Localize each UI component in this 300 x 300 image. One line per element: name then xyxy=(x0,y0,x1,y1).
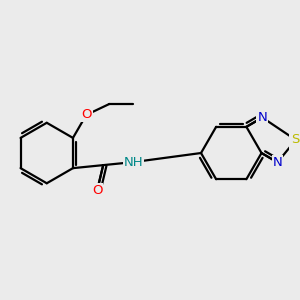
Text: N: N xyxy=(273,156,282,169)
Text: NH: NH xyxy=(124,156,143,169)
Text: O: O xyxy=(92,184,102,197)
Text: O: O xyxy=(81,108,92,122)
Text: N: N xyxy=(257,111,267,124)
Text: S: S xyxy=(292,134,300,146)
